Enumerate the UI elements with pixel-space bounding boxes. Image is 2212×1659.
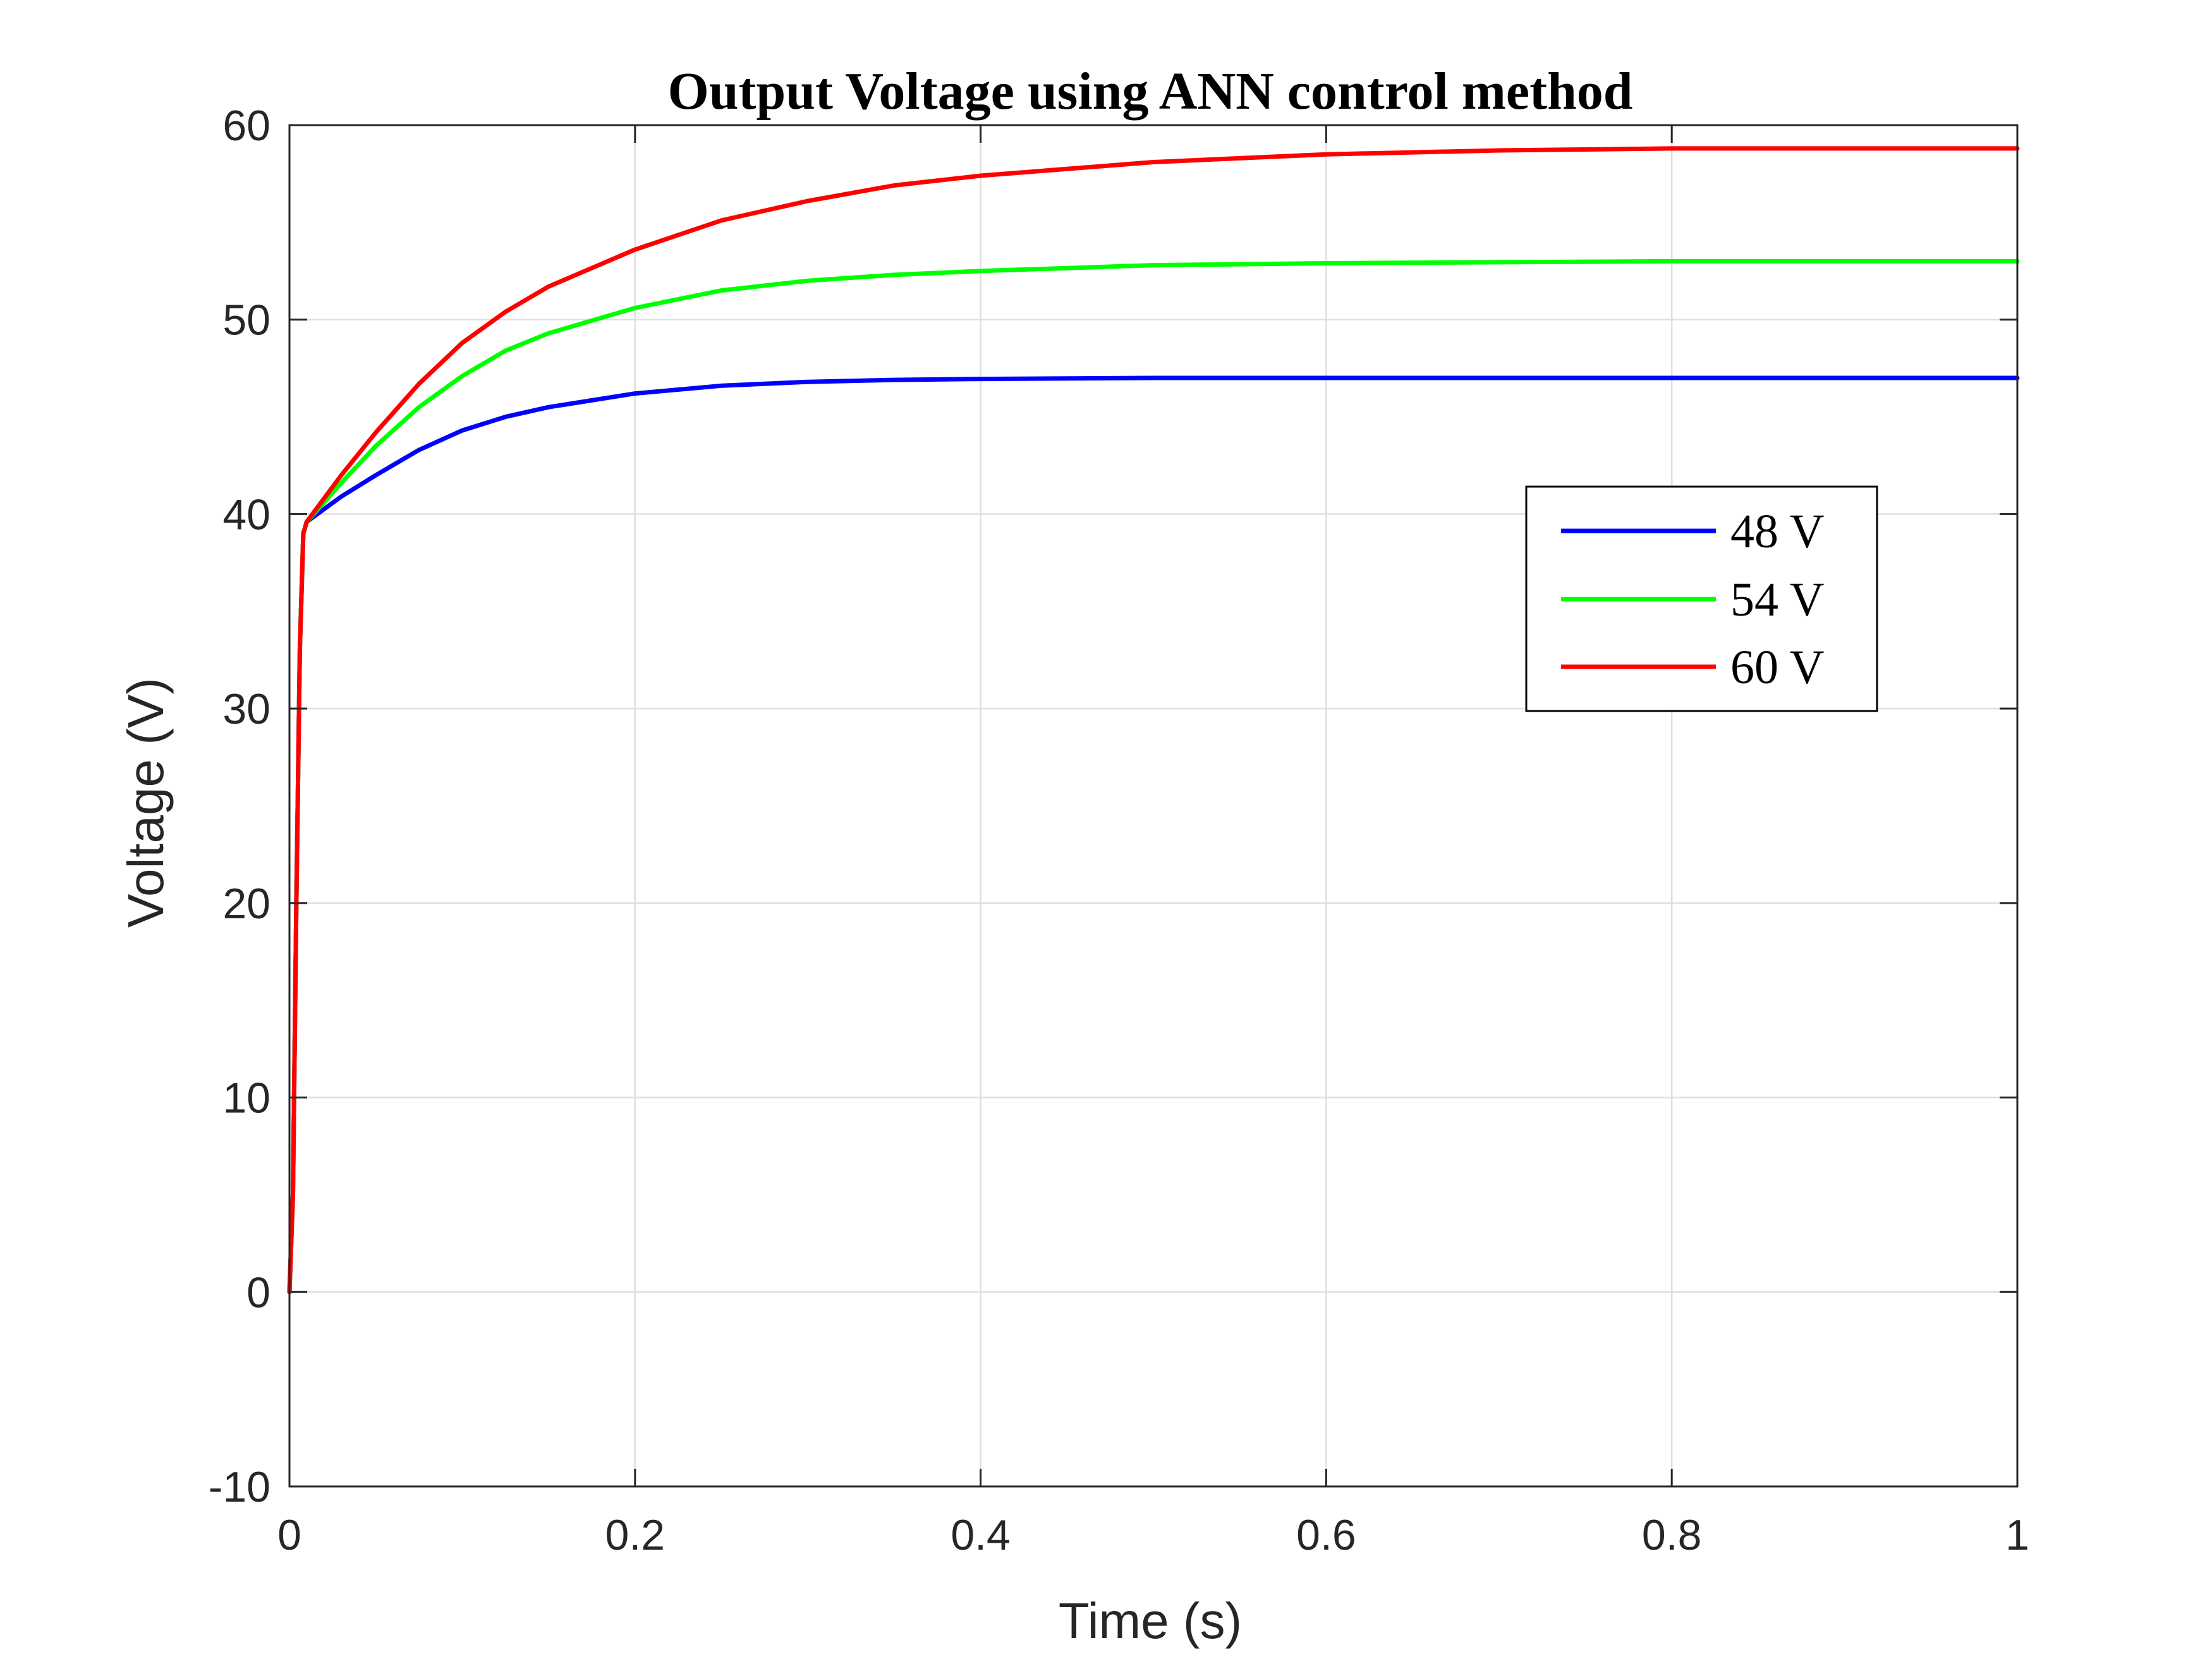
- x-tick-label: 0: [277, 1511, 301, 1559]
- y-tick-label: 30: [222, 685, 270, 733]
- y-tick-label: 0: [246, 1268, 270, 1316]
- chart-title: Output Voltage using ANN control method: [667, 62, 1632, 121]
- legend[interactable]: 48 V 54 V 60 V: [1525, 485, 1878, 712]
- legend-items: 48 V 54 V 60 V: [1561, 505, 1825, 694]
- y-tick-label: 40: [222, 490, 270, 538]
- y-axis-label: Voltage (V): [118, 678, 174, 928]
- y-tick-label: 10: [222, 1074, 270, 1122]
- x-tick-label: 1: [2005, 1511, 2029, 1559]
- x-axis-label: Time (s): [1059, 1593, 1242, 1649]
- x-tick-label: 0.4: [951, 1511, 1011, 1559]
- legend-label-0: 48 V: [1730, 505, 1825, 558]
- legend-label-2: 60 V: [1730, 641, 1825, 694]
- x-tick-label: 0.2: [605, 1511, 665, 1559]
- y-tick-label: 60: [222, 102, 270, 150]
- y-tick-label: 50: [222, 296, 270, 344]
- series-line-2: [287, 146, 2020, 1294]
- plot-area-frame: [288, 124, 2019, 1488]
- legend-label-1: 54 V: [1730, 573, 1825, 626]
- y-tick-label: -10: [209, 1463, 270, 1511]
- x-tick-label: 0.8: [1642, 1511, 1702, 1559]
- series-lines: [287, 146, 2020, 1294]
- y-tick-label: 20: [222, 880, 270, 928]
- x-tick-label: 0.6: [1296, 1511, 1356, 1559]
